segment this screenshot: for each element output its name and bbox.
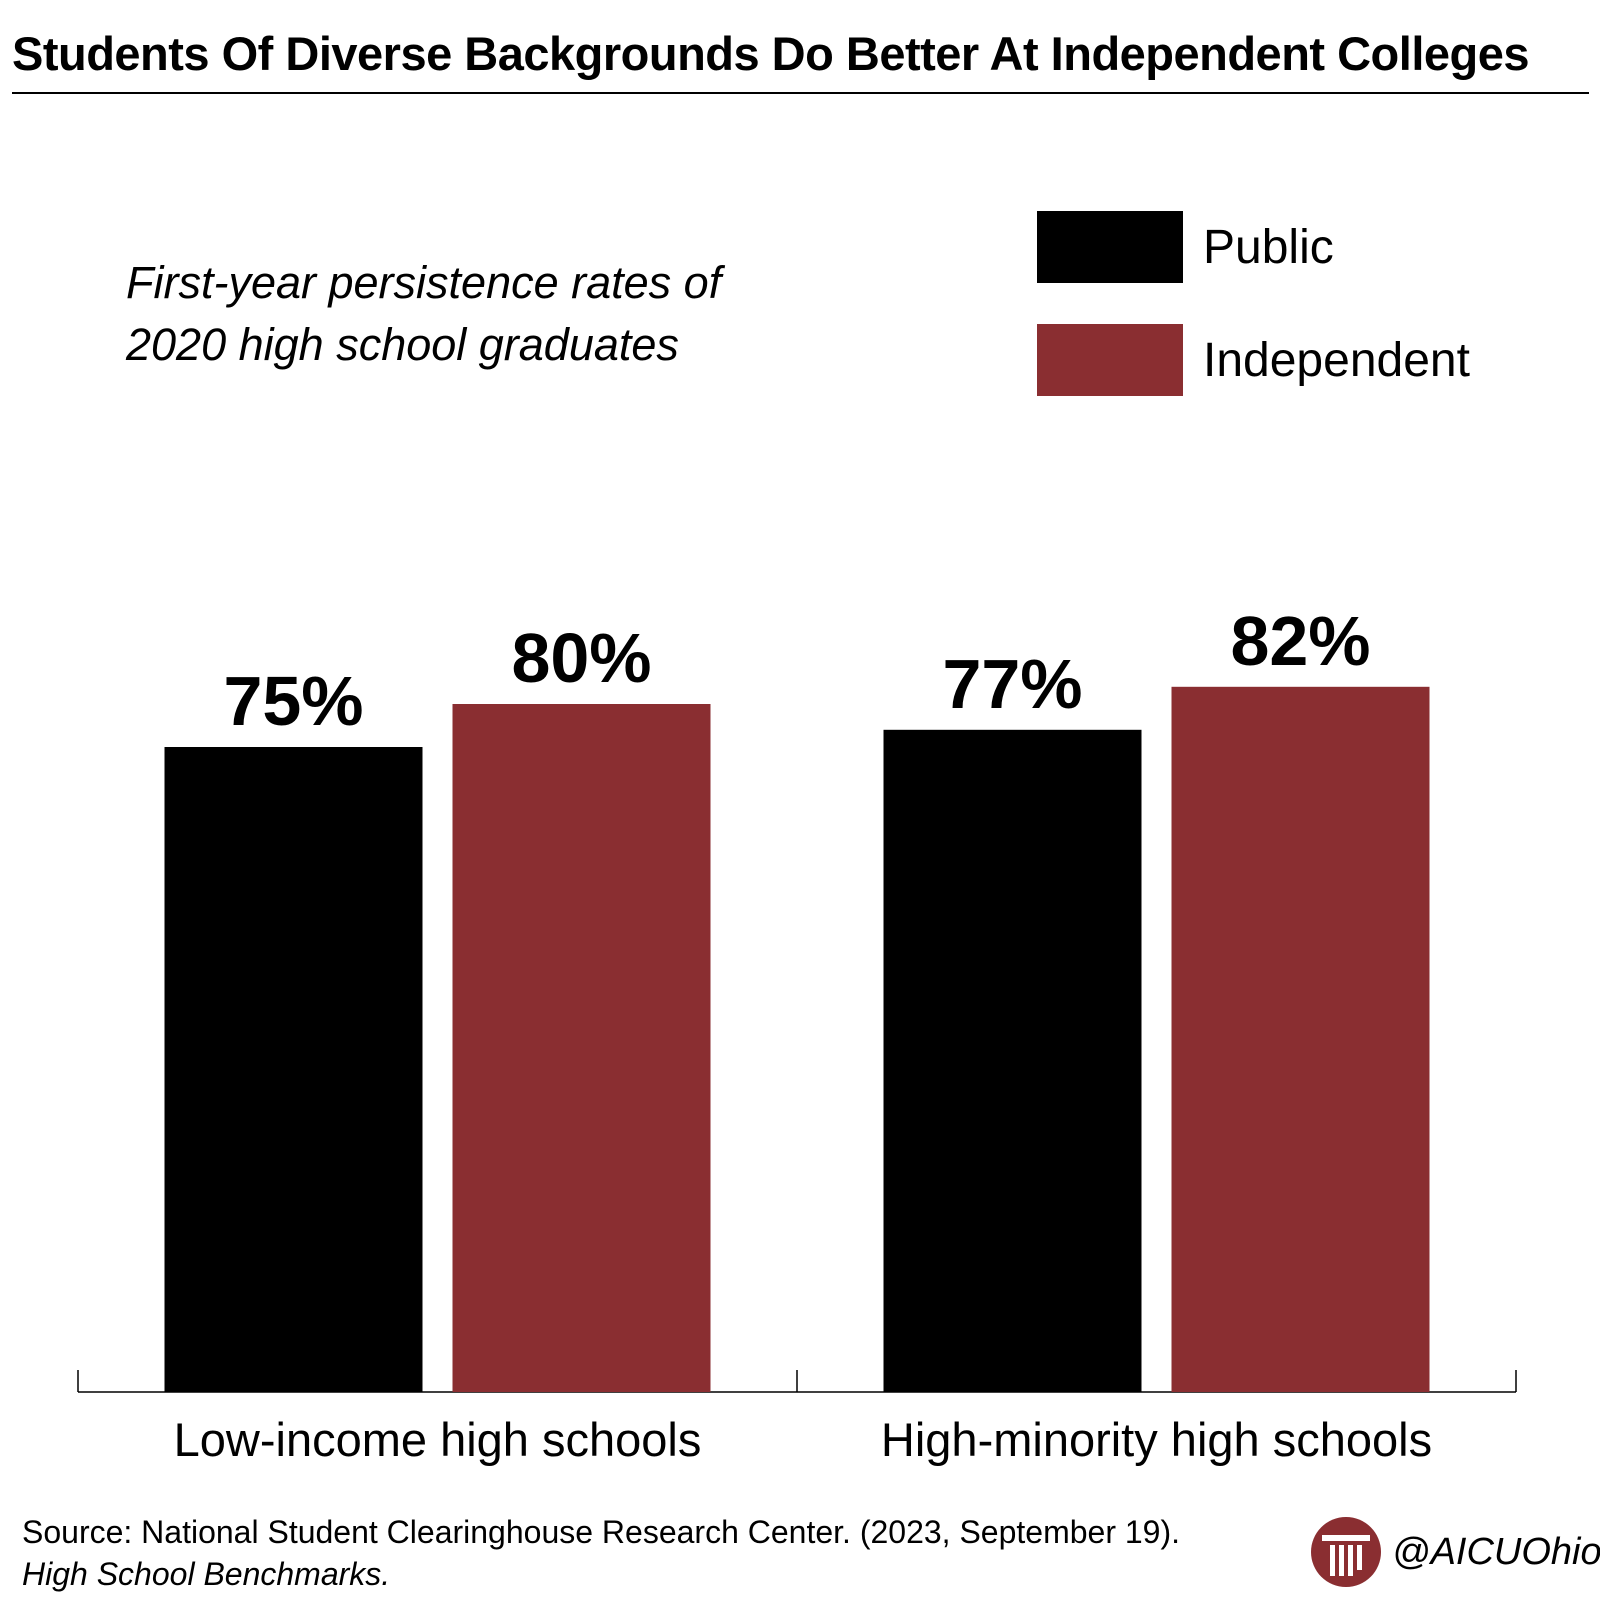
source-citation: Source: National Student Clearinghouse R… <box>22 1511 1272 1595</box>
bar-public-low-income-high-schools <box>164 747 423 1392</box>
bar-independent-high-minority-high-schools <box>1171 686 1430 1392</box>
data-label-independent-high-minority-high-schools: 82% <box>1230 602 1370 680</box>
chart-subtitle: First-year persistence rates of 2020 hig… <box>126 252 826 376</box>
legend-label-public: Public <box>1203 220 1334 274</box>
social-handle: @AICUOhio <box>1392 1530 1600 1573</box>
legend-item-independent: Independent <box>1037 324 1470 396</box>
brand-footer: @AICUOhio <box>1310 1512 1600 1592</box>
source-text: Source: National Student Clearinghouse R… <box>22 1514 1181 1550</box>
subtitle-line-2: 2020 high school graduates <box>126 319 679 370</box>
bar-independent-low-income-high-schools <box>452 704 711 1392</box>
source-title: High School Benchmarks. <box>22 1556 391 1592</box>
data-label-public-low-income-high-schools: 75% <box>223 662 363 740</box>
data-label-independent-low-income-high-schools: 80% <box>511 619 651 697</box>
chart-title: Students Of Diverse Backgrounds Do Bette… <box>12 27 1530 80</box>
bar-public-high-minority-high-schools <box>883 729 1142 1392</box>
bar-chart: 75% 80% Low-income high schools 77% 82% High-… <box>77 602 1517 1466</box>
legend-swatch-independent <box>1037 324 1183 396</box>
title-divider <box>12 92 1589 94</box>
data-label-public-high-minority-high-schools: 77% <box>942 645 1082 723</box>
legend-label-independent: Independent <box>1203 333 1470 387</box>
column-logo-icon <box>1311 1517 1381 1587</box>
subtitle-line-1: First-year persistence rates of <box>126 257 722 308</box>
category-label-low-income-high-schools: Low-income high schools <box>174 1413 702 1466</box>
legend-swatch-public <box>1037 211 1183 283</box>
legend-item-public: Public <box>1037 211 1334 283</box>
category-label-high-minority-high-schools: High-minority high schools <box>881 1413 1432 1466</box>
